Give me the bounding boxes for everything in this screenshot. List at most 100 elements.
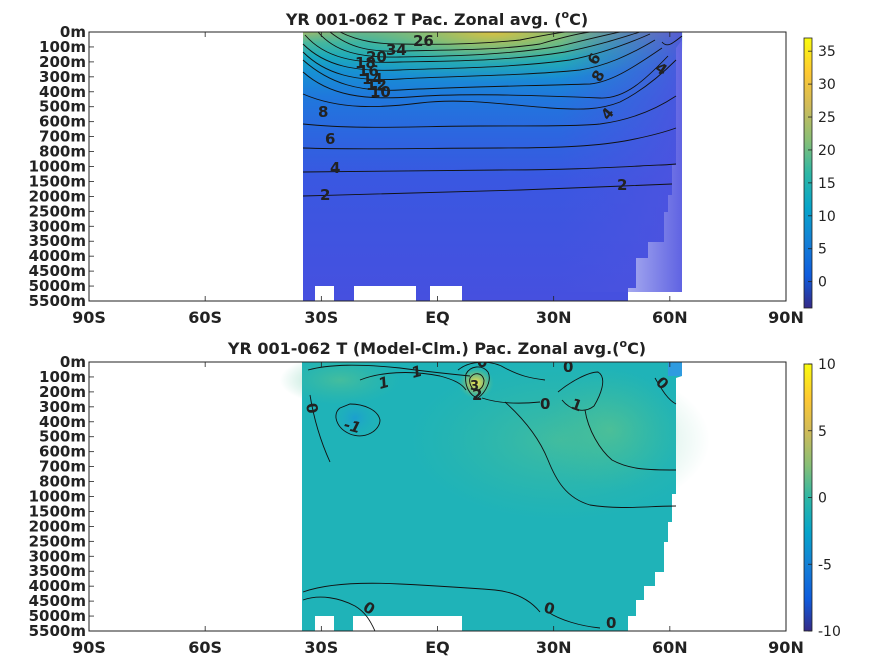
x-tick-label: 90S [72, 638, 106, 656]
panel2-contours [302, 362, 677, 631]
svg-text:26: 26 [413, 32, 434, 50]
y-tick-label: 3000m [29, 547, 86, 565]
svg-text:3: 3 [470, 379, 479, 394]
y-tick-label: 100m [39, 38, 86, 56]
svg-text:0: 0 [540, 395, 550, 413]
panel1-northern-cooling [560, 32, 682, 292]
y-tick-label: 2000m [29, 517, 86, 535]
y-tick-label: 5000m [29, 277, 86, 295]
colorbar-tick-label: 0 [818, 491, 827, 507]
colorbar-tick-label: -5 [818, 557, 832, 573]
panel2-title: YR 001-062 T (Model-Clm.) Pac. Zonal avg… [227, 337, 646, 358]
y-tick-label: 1500m [29, 502, 86, 520]
svg-text:1: 1 [409, 362, 424, 382]
y-tick-label: 200m [39, 53, 86, 71]
colorbar-tick-label: 5 [818, 242, 827, 258]
svg-text:6: 6 [325, 130, 335, 148]
svg-text:8: 8 [318, 103, 328, 121]
y-tick-label: 300m [39, 398, 86, 416]
y-tick-label: 1500m [29, 172, 86, 190]
y-tick-label: 5000m [29, 607, 86, 625]
y-tick-label: 400m [39, 83, 86, 101]
svg-text:20: 20 [366, 48, 387, 66]
colorbar-tick-label: 30 [818, 77, 836, 93]
y-tick-label: 3500m [29, 232, 86, 250]
y-tick-label: 5500m [29, 622, 86, 640]
y-tick-label: 600m [39, 443, 86, 461]
y-tick-label: 100m [39, 368, 86, 386]
y-tick-label: 2500m [29, 532, 86, 550]
y-tick-label: 700m [39, 458, 86, 476]
x-tick-label: 30S [304, 308, 338, 327]
colorbar-tick-label: 0 [818, 275, 827, 291]
y-tick-label: 4000m [29, 577, 86, 595]
svg-text:4: 4 [330, 159, 340, 177]
svg-text:1: 1 [376, 373, 391, 393]
x-tick-label: 90S [72, 308, 106, 327]
svg-text:2: 2 [472, 386, 482, 404]
y-tick-label: 4500m [29, 592, 86, 610]
y-tick-label: 600m [39, 113, 86, 131]
y-tick-label: 3500m [29, 562, 86, 580]
svg-text:34: 34 [386, 41, 407, 59]
colorbar-tick-label: 15 [818, 176, 836, 192]
panel1-title: YR 001-062 T Pac. Zonal avg. (oC) [285, 8, 588, 29]
y-tick-label: 2000m [29, 187, 86, 205]
y-tick-label: 3000m [29, 217, 86, 235]
y-tick-label: 500m [39, 98, 86, 116]
y-tick-label: 1000m [29, 488, 86, 506]
panel2-x-axis: 90S 60S 30S EQ 30N 60N 90N [72, 362, 804, 656]
y-tick-label: 0m [60, 353, 86, 371]
panel1-field: 26 34 20 18 16 14 12 10 8 6 4 2 8 6 4 4 … [302, 32, 683, 301]
x-tick-label: EQ [425, 638, 450, 656]
y-tick-label: 400m [39, 413, 86, 431]
y-tick-label: 300m [39, 68, 86, 86]
y-tick-label: 200m [39, 383, 86, 401]
x-tick-label: 30S [304, 638, 338, 656]
svg-text:14: 14 [362, 70, 383, 88]
svg-text:-1: -1 [342, 415, 363, 437]
panel2-colorbar-ticks: 10 5 0 -5 -10 [808, 357, 841, 640]
colorbar-tick-label: 5 [818, 424, 827, 440]
panel1-colorbar [803, 37, 813, 309]
panel2-field: 0 1 1 0 0 -1 3 2 0 1 0 0 0 0 [280, 353, 710, 631]
svg-text:2: 2 [617, 176, 627, 194]
panel-anomaly: YR 001-062 T (Model-Clm.) Pac. Zonal avg… [29, 337, 841, 656]
x-tick-label: 60S [188, 638, 222, 656]
colorbar-tick-label: 25 [818, 110, 836, 126]
svg-text:16: 16 [358, 62, 379, 80]
panel1-contours [302, 32, 683, 197]
x-tick-label: 60S [188, 308, 222, 327]
panel-temperature: YR 001-062 T Pac. Zonal avg. (oC) [29, 8, 836, 327]
y-tick-label: 800m [39, 143, 86, 161]
svg-text:2: 2 [320, 186, 330, 204]
panel2-y-axis: 0m100m200m300m400m500m600m700m800m1000m1… [29, 353, 94, 640]
x-tick-label: 30N [536, 638, 572, 656]
y-tick-label: 500m [39, 428, 86, 446]
svg-text:10: 10 [370, 83, 391, 101]
svg-text:0: 0 [563, 358, 573, 376]
x-tick-label: 60N [652, 308, 688, 327]
svg-text:12: 12 [366, 76, 387, 94]
svg-text:0: 0 [542, 598, 557, 618]
x-tick-label: 30N [536, 308, 572, 327]
y-tick-label: 4000m [29, 247, 86, 265]
y-tick-label: 700m [39, 128, 86, 146]
svg-text:18: 18 [355, 54, 376, 72]
y-tick-label: 0m [60, 23, 86, 41]
panel1-y-axis: 0m100m200m300m400m500m600m700m800m1000m1… [29, 23, 94, 310]
y-tick-label: 800m [39, 473, 86, 491]
colorbar-tick-label: 20 [818, 143, 836, 159]
y-tick-label: 4500m [29, 262, 86, 280]
colorbar-tick-label: 10 [818, 357, 836, 373]
panel1-colorbar-ticks: 35 30 25 20 15 10 5 0 [808, 44, 836, 291]
x-tick-label: 90N [768, 638, 804, 656]
svg-text:0: 0 [477, 353, 487, 371]
colorbar-tick-label: 35 [818, 44, 836, 60]
y-tick-label: 5500m [29, 292, 86, 310]
colorbar-tick-label: -10 [818, 624, 841, 640]
x-tick-label: 90N [768, 308, 804, 327]
y-tick-label: 1000m [29, 158, 86, 176]
y-tick-label: 2500m [29, 202, 86, 220]
